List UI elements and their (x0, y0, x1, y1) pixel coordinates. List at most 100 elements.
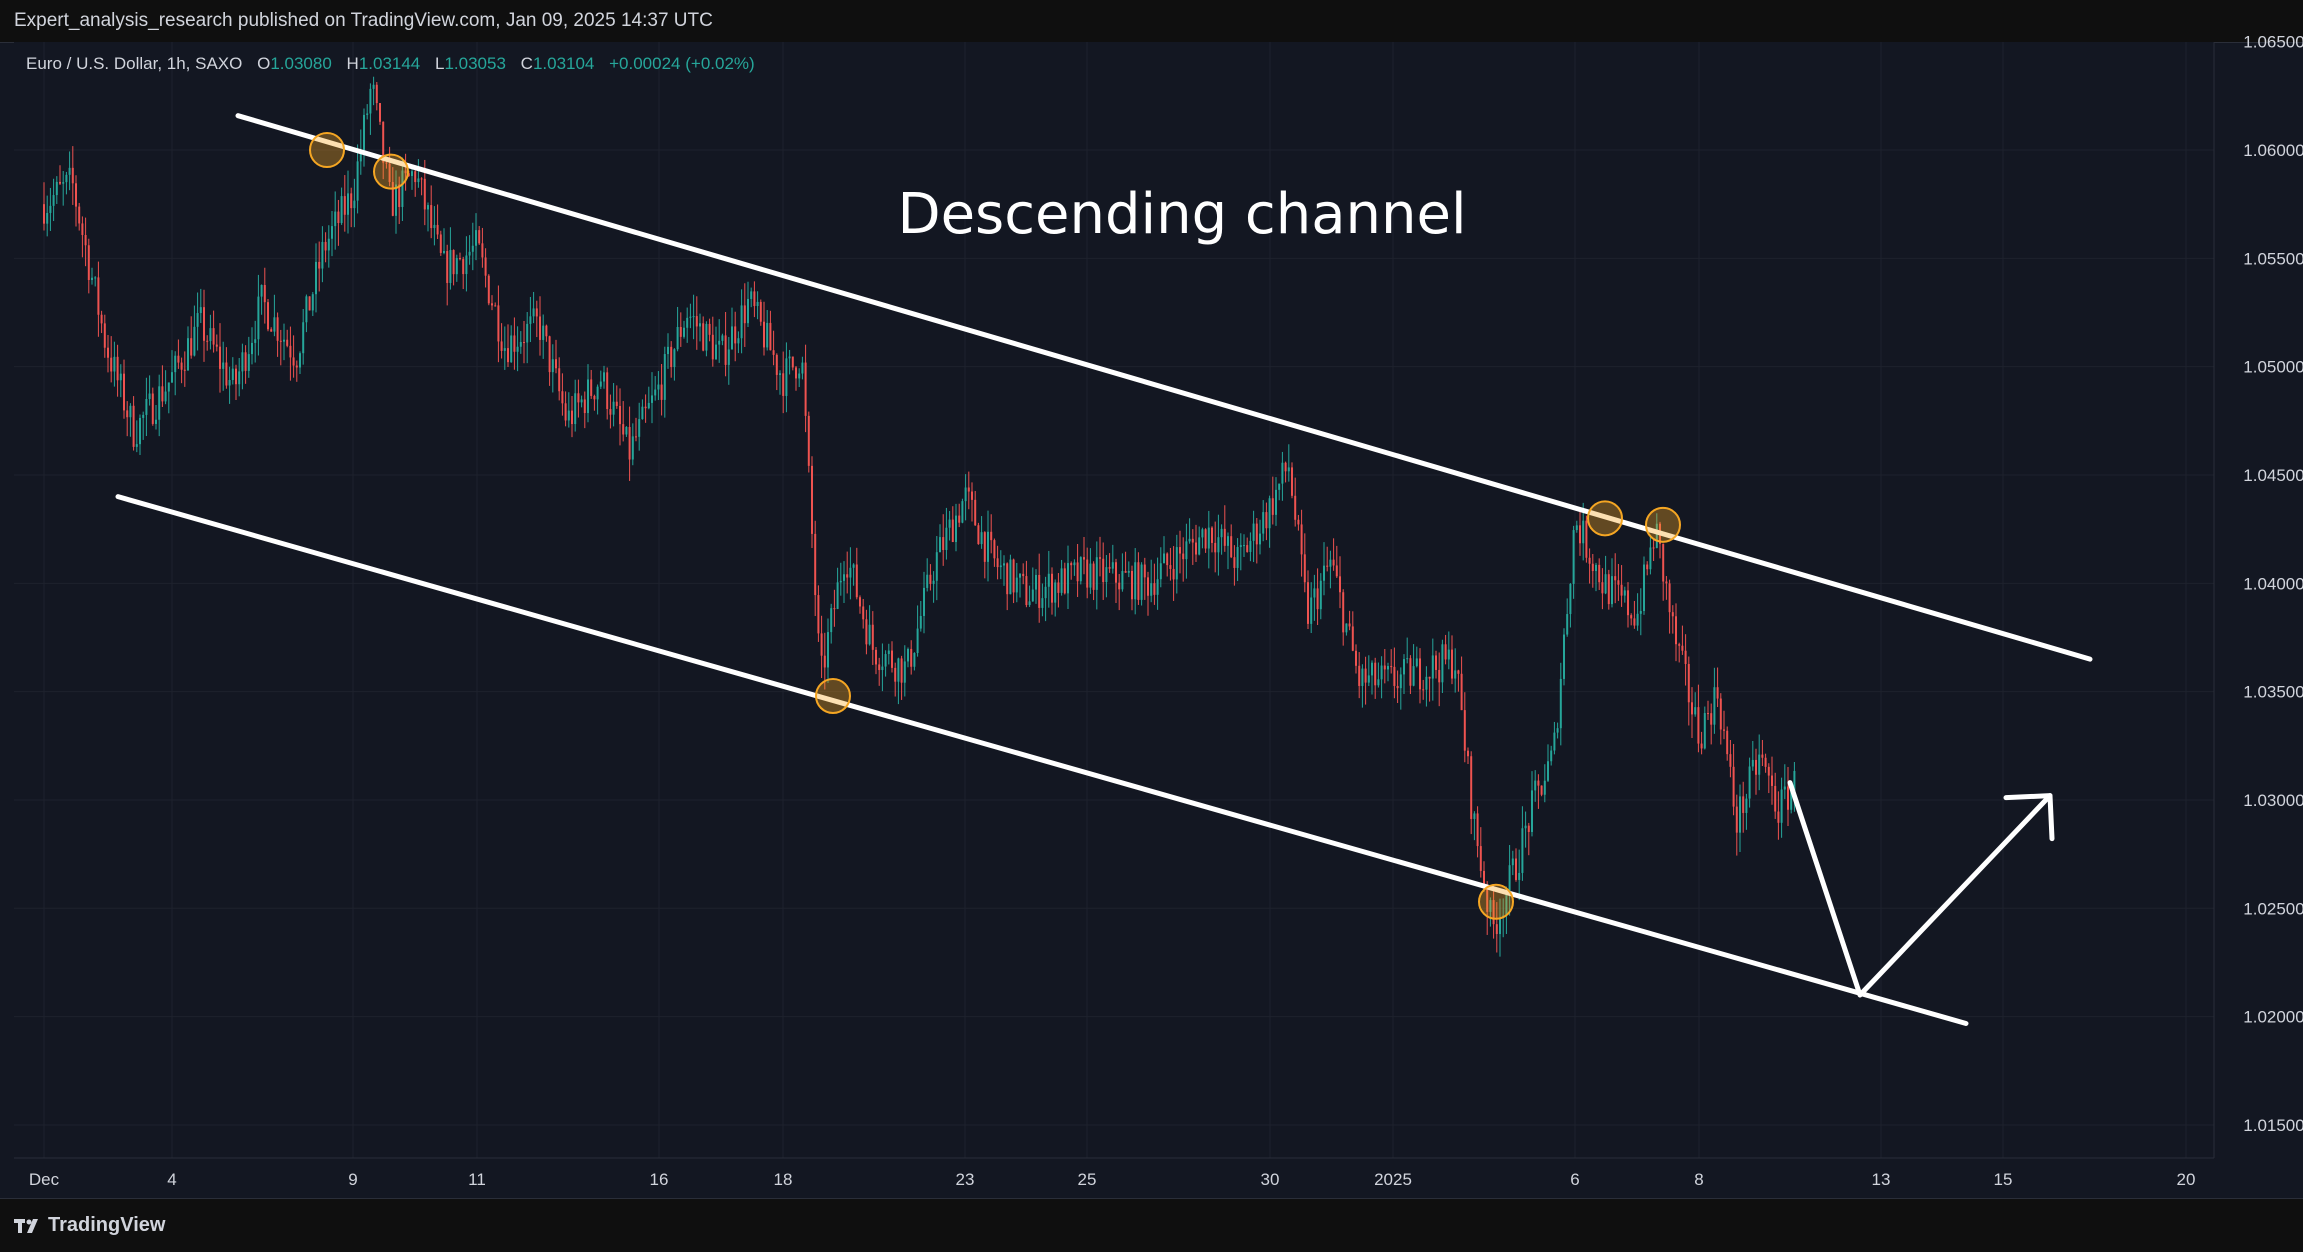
candle (1694, 692, 1697, 717)
touch-point-marker[interactable] (1478, 883, 1514, 920)
candle (1223, 505, 1226, 552)
touch-point-marker[interactable] (1645, 506, 1681, 543)
candle (919, 600, 922, 632)
candle (183, 351, 186, 387)
candle (1038, 553, 1041, 623)
candle (225, 347, 228, 389)
candle (1102, 542, 1105, 600)
candle (289, 326, 292, 381)
footer-brand: TradingView (48, 1214, 166, 1236)
tradingview-logo[interactable]: TradingView (14, 1214, 165, 1237)
candle (196, 292, 199, 351)
candle (932, 571, 935, 603)
candle (692, 294, 695, 340)
candle (1595, 562, 1597, 592)
candle (772, 330, 775, 366)
time-tick-label: 9 (348, 1170, 357, 1189)
candle (1614, 553, 1617, 604)
time-axis[interactable]: Dec 4 9 11 16 18 23 25 30 2025 6 8 13 15 20 (14, 1157, 2214, 1189)
candle (46, 195, 49, 237)
candle (807, 411, 810, 473)
candle (110, 336, 113, 383)
candle (1463, 692, 1466, 763)
touch-point-marker[interactable] (815, 677, 851, 714)
candle (657, 371, 660, 401)
candle (846, 551, 849, 594)
candle (1598, 558, 1601, 590)
candle (1700, 731, 1703, 755)
candle (107, 335, 109, 373)
candle (683, 320, 685, 339)
candle (1787, 766, 1789, 826)
candle (1207, 510, 1210, 569)
candle (129, 403, 132, 437)
candle (398, 176, 401, 225)
candle (350, 187, 353, 228)
candle (446, 244, 449, 306)
time-tick-label: 6 (1570, 1170, 1579, 1189)
candle (1022, 563, 1025, 585)
touch-point-marker[interactable] (373, 153, 409, 190)
candle (1575, 520, 1578, 533)
candle (417, 159, 420, 188)
price-tick-label: 1.02500 (2243, 899, 2303, 918)
candle (1579, 507, 1581, 556)
candle (1723, 710, 1725, 740)
projection-path[interactable] (1787, 780, 2053, 998)
upper-channel-line[interactable] (235, 113, 2093, 662)
symbol-label[interactable]: Euro / U.S. Dollar, 1h, SAXO (26, 54, 243, 73)
open-label: O (257, 54, 271, 73)
lower-channel-line[interactable] (115, 494, 1969, 1026)
candle (855, 547, 858, 600)
candle (1748, 757, 1751, 808)
candle (561, 373, 564, 416)
plot-area[interactable] (14, 42, 2214, 1158)
candle (1521, 806, 1524, 881)
candle (1297, 514, 1300, 531)
candle (299, 351, 301, 374)
candle (305, 294, 308, 333)
time-tick-label: 15 (1994, 1170, 2013, 1189)
candle (379, 103, 381, 125)
candle (1217, 514, 1220, 576)
candle (420, 177, 423, 196)
candle (340, 187, 343, 225)
candle (1067, 545, 1069, 609)
candle (1425, 666, 1428, 707)
candle (500, 323, 503, 359)
candle (1390, 649, 1393, 674)
candle (1041, 583, 1044, 617)
candle (1156, 557, 1159, 610)
candle (1246, 537, 1249, 553)
touch-point-marker[interactable] (1587, 500, 1623, 537)
candle (1543, 764, 1546, 803)
candle (859, 595, 861, 614)
candle (1563, 628, 1565, 686)
candle (1476, 806, 1479, 858)
candle (523, 321, 525, 364)
candle (804, 344, 807, 433)
touch-point-marker[interactable] (309, 132, 345, 168)
candle (743, 283, 746, 347)
candle (1611, 558, 1613, 608)
candle (1271, 476, 1274, 525)
price-axis[interactable]: 1.06500 1.06000 1.05500 1.05000 1.04500 1.040… (2213, 33, 2303, 1158)
candle (1454, 648, 1457, 693)
candle (1591, 553, 1594, 588)
candle (686, 307, 689, 343)
candle (775, 353, 778, 391)
low-label: L (435, 54, 445, 73)
candle (481, 227, 484, 268)
candle (452, 249, 455, 286)
candle (542, 314, 545, 359)
candle (1175, 534, 1178, 594)
candle (1339, 556, 1341, 609)
candle (724, 311, 727, 377)
candle (1044, 576, 1047, 622)
candle (491, 295, 493, 311)
candle (1742, 781, 1745, 833)
candle (1697, 684, 1700, 753)
candle (926, 558, 929, 592)
candle (587, 364, 589, 423)
